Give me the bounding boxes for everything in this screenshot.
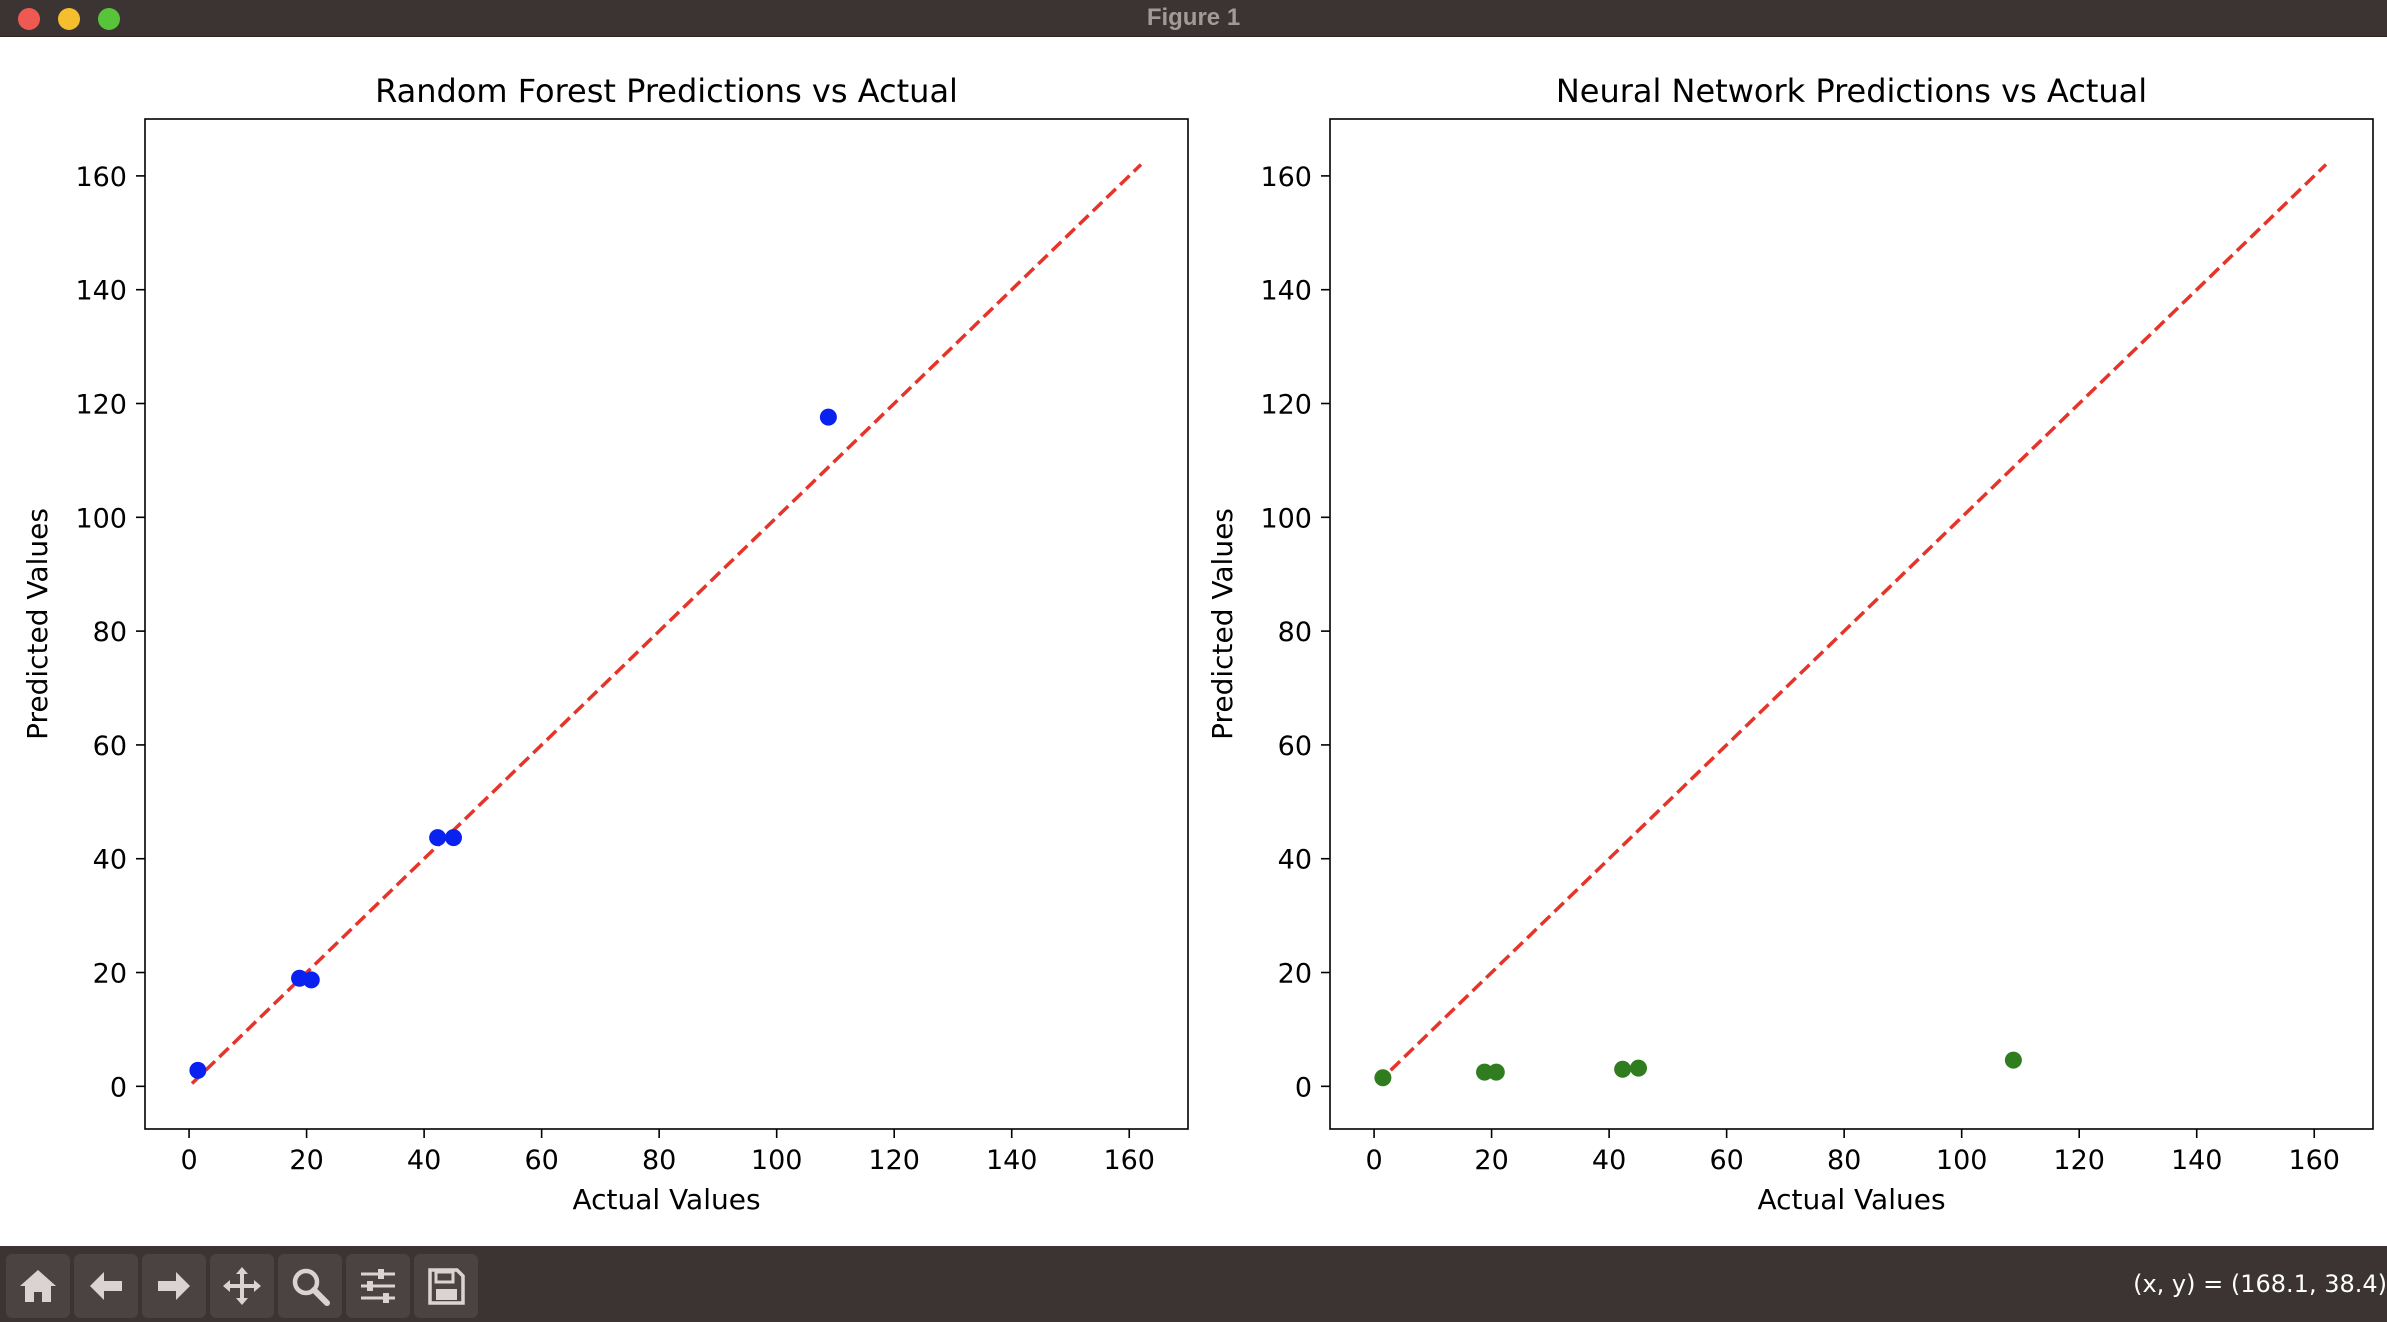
back-button[interactable]	[74, 1254, 138, 1318]
plot-frame	[1329, 118, 2374, 1130]
y-tick-label: 120	[75, 390, 127, 421]
x-tick-label: 120	[868, 1145, 920, 1176]
x-tick-label: 20	[289, 1145, 323, 1176]
data-point	[1476, 1063, 1494, 1081]
x-tick-label: 100	[1936, 1145, 1988, 1176]
x-tick-label: 0	[1365, 1145, 1382, 1176]
data-point	[189, 1061, 207, 1079]
cursor-coordinates: (x, y) = (168.1, 38.4)	[2133, 1270, 2387, 1298]
y-axis-label: Predicted Values	[1206, 508, 1239, 740]
reference-line	[1375, 163, 2328, 1085]
navigation-toolbar: (x, y) = (168.1, 38.4)	[0, 1246, 2387, 1322]
window-title: Figure 1	[1146, 4, 1241, 31]
x-tick-label: 160	[1103, 1145, 1155, 1176]
y-tick-label: 160	[75, 162, 127, 193]
data-point	[429, 829, 447, 847]
back-arrow-icon	[90, 1272, 122, 1300]
window-titlebar: Figure 1	[0, 0, 2387, 37]
home-button[interactable]	[6, 1254, 70, 1318]
x-tick-label: 40	[407, 1145, 441, 1176]
x-tick-label: 80	[642, 1145, 676, 1176]
subplot-1: Random Forest Predictions vs Actual 0 20 40…	[21, 72, 1189, 1216]
close-window-button[interactable]	[18, 8, 40, 30]
data-point	[444, 829, 462, 847]
x-tick-label: 120	[2053, 1145, 2105, 1176]
y-tick-label: 60	[1278, 731, 1312, 762]
y-tick-label: 100	[75, 503, 127, 534]
pan-button[interactable]	[210, 1254, 274, 1318]
y-axis-label: Predicted Values	[21, 508, 54, 740]
x-tick-label: 160	[2288, 1145, 2340, 1176]
reference-line	[190, 163, 1143, 1085]
data-point	[819, 408, 837, 426]
y-tick-label: 120	[1260, 390, 1312, 421]
data-point	[302, 971, 320, 989]
zoom-button[interactable]	[278, 1254, 342, 1318]
x-axis-label: Actual Values	[572, 1183, 760, 1216]
save-button[interactable]	[414, 1254, 478, 1318]
zoom-icon	[292, 1268, 330, 1306]
y-tick-label: 160	[1260, 162, 1312, 193]
forward-arrow-icon	[158, 1272, 190, 1300]
y-tick-label: 80	[1278, 617, 1312, 648]
home-icon	[20, 1270, 56, 1302]
data-point	[1614, 1060, 1632, 1078]
y-tick-label: 100	[1260, 503, 1312, 534]
x-tick-label: 140	[986, 1145, 1038, 1176]
y-tick-label: 40	[93, 845, 127, 876]
maximize-window-button[interactable]	[98, 8, 120, 30]
minimize-window-button[interactable]	[58, 8, 80, 30]
data-point	[2004, 1051, 2022, 1069]
data-point	[1487, 1063, 1505, 1081]
x-tick-label: 80	[1827, 1145, 1861, 1176]
chart-title: Neural Network Predictions vs Actual	[1556, 72, 2147, 110]
y-tick-label: 140	[1260, 276, 1312, 307]
x-tick-label: 60	[524, 1145, 558, 1176]
x-tick-label: 140	[2171, 1145, 2223, 1176]
y-tick-label: 0	[1295, 1072, 1312, 1103]
x-tick-label: 100	[751, 1145, 803, 1176]
plot-frame	[144, 118, 1189, 1130]
y-tick-label: 0	[110, 1072, 127, 1103]
data-point	[1374, 1069, 1392, 1087]
subplot-2: Neural Network Predictions vs Actual 0 20 4…	[1206, 72, 2374, 1216]
x-tick-label: 40	[1592, 1145, 1626, 1176]
y-tick-label: 20	[1278, 959, 1312, 990]
figure-svg: Random Forest Predictions vs Actual 0 20 40…	[21, 72, 2374, 1216]
figure-canvas: Random Forest Predictions vs Actual 0 20 40…	[0, 37, 2387, 1246]
x-tick-label: 20	[1474, 1145, 1508, 1176]
configure-subplots-icon	[361, 1269, 395, 1303]
chart-title: Random Forest Predictions vs Actual	[375, 72, 958, 110]
y-tick-label: 40	[1278, 845, 1312, 876]
x-axis-label: Actual Values	[1757, 1183, 1945, 1216]
save-icon	[428, 1268, 465, 1305]
forward-button[interactable]	[142, 1254, 206, 1318]
y-tick-label: 140	[75, 276, 127, 307]
y-tick-label: 80	[93, 617, 127, 648]
x-tick-label: 0	[180, 1145, 197, 1176]
pan-icon	[223, 1267, 261, 1305]
y-tick-label: 20	[93, 959, 127, 990]
data-point	[1629, 1059, 1647, 1077]
y-tick-label: 60	[93, 731, 127, 762]
x-tick-label: 60	[1709, 1145, 1743, 1176]
configure-subplots-button[interactable]	[346, 1254, 410, 1318]
